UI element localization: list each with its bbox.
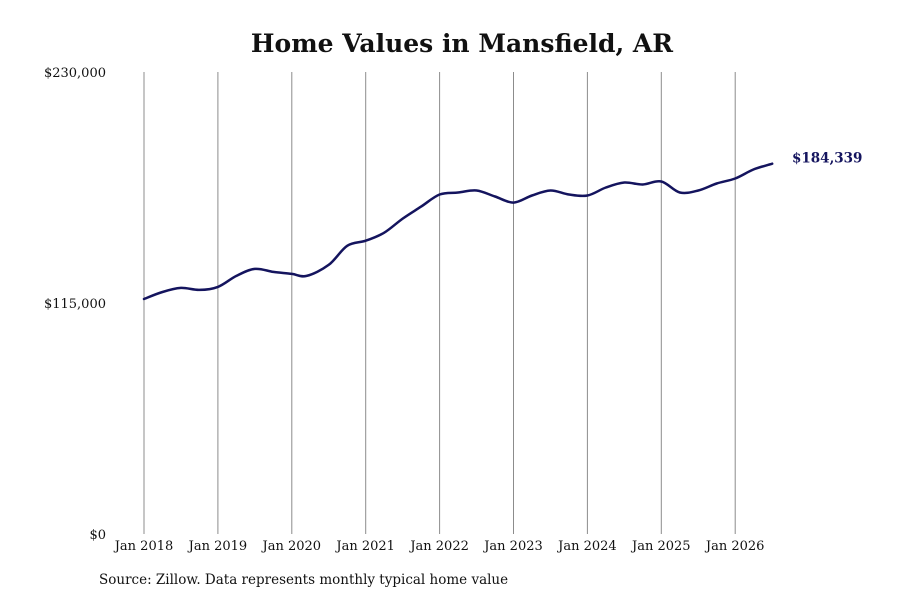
y-axis-ticks: $0 $115,000 $230,000 (44, 66, 106, 543)
last-value-label: $184,339 (792, 151, 862, 167)
x-tick-label: Jan 2018 (113, 539, 174, 554)
x-tick-label: Jan 2024 (556, 539, 617, 554)
x-tick-label: Jan 2025 (630, 539, 691, 554)
x-tick-label: Jan 2026 (704, 539, 765, 554)
x-tick-label: Jan 2023 (482, 539, 543, 554)
y-tick-label: $115,000 (44, 297, 106, 312)
y-tick-label: $230,000 (44, 66, 106, 81)
x-axis-ticks: Jan 2018 Jan 2019 Jan 2020 Jan 2021 Jan 2022… (113, 539, 765, 554)
chart-title: Home Values in Mansfield, AR (251, 29, 673, 58)
x-tick-label: Jan 2021 (334, 539, 395, 554)
x-tick-label: Jan 2022 (408, 539, 469, 554)
vertical-gridlines (143, 72, 736, 534)
x-tick-label: Jan 2020 (261, 539, 322, 554)
home-value-line (142, 162, 774, 301)
x-tick-label: Jan 2019 (187, 539, 248, 554)
y-tick-label: $0 (89, 528, 106, 543)
source-note: Source: Zillow. Data represents monthly … (99, 572, 509, 588)
